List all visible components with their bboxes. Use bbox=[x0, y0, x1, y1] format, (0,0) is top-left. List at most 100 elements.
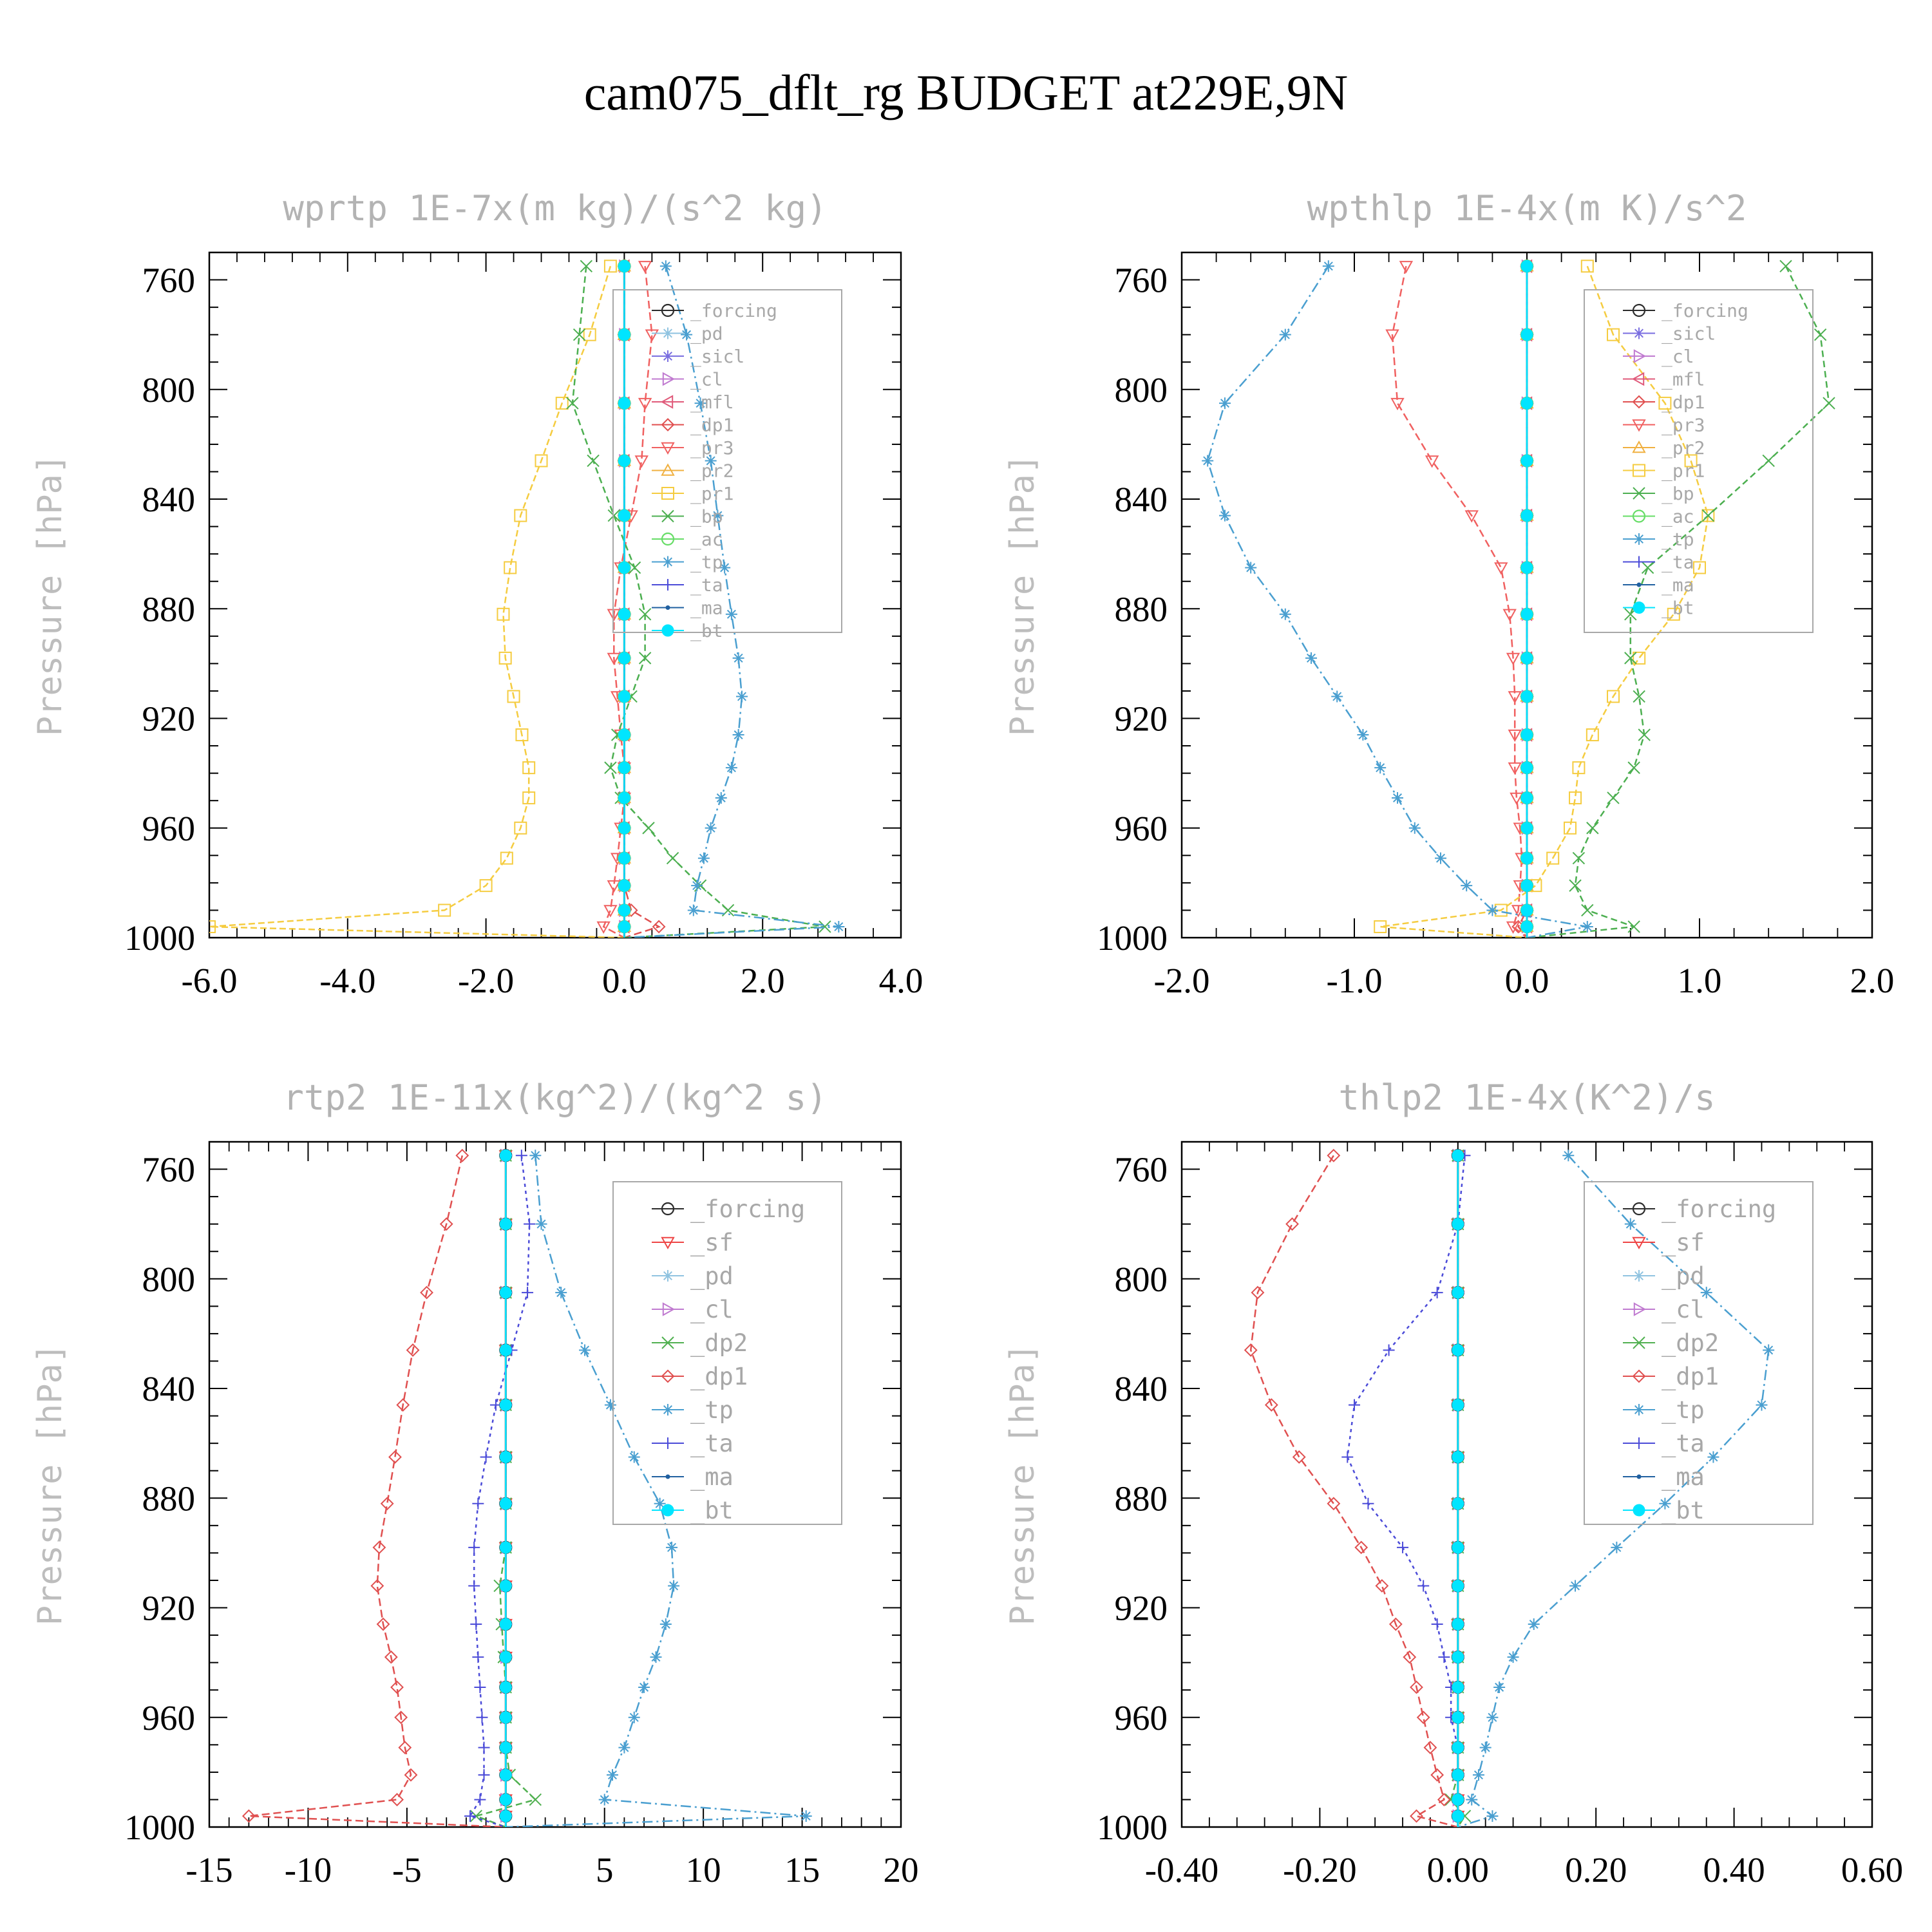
data-point bbox=[388, 1450, 402, 1464]
legend-label: _pr2 bbox=[690, 460, 734, 482]
data-point bbox=[604, 761, 617, 774]
data-point bbox=[499, 1343, 512, 1356]
series-line-tp bbox=[506, 1155, 806, 1827]
data-point bbox=[1452, 1343, 1464, 1356]
panel-title: wpthlp 1E-4x(m K)/s^2 bbox=[1307, 188, 1747, 229]
data-point bbox=[650, 1651, 662, 1663]
legend: _forcing _sf _pd _cl _dp2 _dp1 _tp _ta _ma _bt bbox=[1584, 1181, 1814, 1525]
data-point bbox=[1354, 1540, 1368, 1555]
data-point bbox=[603, 260, 617, 273]
data-point bbox=[1546, 851, 1560, 865]
data-point bbox=[1357, 729, 1369, 741]
legend-swatch-marker bbox=[662, 556, 674, 568]
data-point bbox=[1322, 260, 1334, 272]
y-tick-label: 920 bbox=[1115, 1589, 1168, 1628]
data-point bbox=[522, 791, 536, 804]
data-point bbox=[1452, 1768, 1464, 1781]
data-point bbox=[1520, 822, 1533, 835]
data-point bbox=[1520, 904, 1533, 916]
data-point bbox=[1452, 1541, 1464, 1554]
data-point bbox=[504, 561, 517, 574]
data-point bbox=[1528, 1618, 1540, 1631]
data-point bbox=[1707, 1451, 1719, 1463]
y-tick-label: 880 bbox=[142, 589, 196, 629]
data-point bbox=[499, 1450, 512, 1463]
data-point bbox=[668, 1580, 680, 1592]
legend-swatch-marker bbox=[1633, 1336, 1645, 1349]
data-point bbox=[715, 791, 727, 804]
data-point bbox=[1327, 1148, 1341, 1162]
data-point bbox=[1397, 1541, 1409, 1553]
data-point bbox=[499, 1399, 512, 1412]
data-point bbox=[1452, 1286, 1464, 1299]
series-line-bp bbox=[1526, 265, 1830, 938]
data-point bbox=[455, 1148, 469, 1162]
y-tick-label: 1000 bbox=[1097, 918, 1168, 958]
y-tick-label: 840 bbox=[142, 1369, 196, 1408]
data-point bbox=[242, 1809, 256, 1823]
data-point bbox=[1385, 329, 1399, 342]
data-point bbox=[659, 1618, 672, 1631]
data-point bbox=[1452, 1497, 1464, 1510]
data-point bbox=[464, 1810, 477, 1822]
series-line-pr1 bbox=[209, 265, 625, 938]
data-point bbox=[499, 1681, 512, 1694]
legend-swatch-marker bbox=[1632, 395, 1646, 409]
series-line-pr1 bbox=[1380, 265, 1709, 938]
data-point bbox=[1506, 921, 1520, 934]
data-point bbox=[524, 1218, 536, 1230]
legend-swatch-marker bbox=[1632, 1202, 1646, 1216]
data-point bbox=[384, 1650, 398, 1664]
y-axis-label: Pressure [hPa] bbox=[31, 454, 70, 736]
figure-title: cam075_dflt_rg BUDGET at229E,9N bbox=[584, 64, 1348, 120]
panel-title: rtp2 1E-11x(kg^2)/(kg^2 s) bbox=[283, 1077, 827, 1118]
legend-swatch-marker bbox=[661, 1504, 674, 1517]
legend-label: _ma bbox=[1662, 1463, 1705, 1492]
legend-label: _mfl bbox=[1662, 369, 1705, 391]
x-tick-label: -1.0 bbox=[1326, 961, 1382, 1000]
legend-label: _dp1 bbox=[690, 1363, 748, 1391]
legend-swatch-marker bbox=[662, 1404, 674, 1416]
legend-label: _ma bbox=[690, 1463, 734, 1492]
legend-label: _pr1 bbox=[690, 483, 734, 505]
data-point bbox=[1392, 791, 1403, 804]
data-point bbox=[535, 1218, 547, 1230]
data-point bbox=[1607, 328, 1620, 341]
data-point bbox=[1779, 260, 1792, 272]
data-point bbox=[606, 1769, 618, 1781]
y-axis-label: Pressure [hPa] bbox=[31, 1343, 70, 1625]
data-point bbox=[618, 761, 630, 774]
data-point bbox=[1452, 1681, 1464, 1694]
data-point bbox=[1375, 1579, 1389, 1593]
data-point bbox=[1520, 728, 1533, 741]
x-tick-label: -6.0 bbox=[181, 961, 237, 1000]
legend-swatch-marker bbox=[1633, 1504, 1645, 1517]
data-point bbox=[1756, 1399, 1768, 1411]
series-group bbox=[1244, 1148, 1775, 1827]
data-point bbox=[1586, 822, 1599, 835]
data-point bbox=[1452, 1579, 1464, 1592]
data-point bbox=[638, 608, 652, 621]
y-tick-label: 880 bbox=[142, 1479, 196, 1518]
data-point bbox=[479, 879, 493, 893]
legend-label: _dp1 bbox=[1662, 1363, 1719, 1391]
legend-label: _cl bbox=[1662, 346, 1694, 368]
data-point bbox=[1245, 562, 1257, 574]
y-tick-label: 760 bbox=[1115, 261, 1168, 300]
data-point bbox=[1569, 1580, 1582, 1592]
legend-label: _bt bbox=[1662, 598, 1694, 620]
legend: _forcing_sicl_cl_mfl_dp1_pr3_pr2_pr1_bp_… bbox=[1584, 289, 1814, 633]
series-group bbox=[209, 259, 845, 938]
data-point bbox=[618, 561, 630, 574]
legend-label: _ta bbox=[1662, 1430, 1705, 1458]
data-point bbox=[666, 851, 679, 865]
data-point bbox=[1279, 608, 1291, 620]
legend-box bbox=[612, 1181, 842, 1525]
x-tick-label: -15 bbox=[185, 1850, 232, 1889]
panel-title: wprtp 1E-7x(m kg)/(s^2 kg) bbox=[283, 188, 827, 229]
data-point bbox=[1520, 328, 1533, 341]
data-point bbox=[507, 690, 520, 703]
data-point bbox=[1437, 1793, 1451, 1806]
y-tick-label: 920 bbox=[1115, 699, 1168, 739]
data-point bbox=[638, 1681, 650, 1693]
